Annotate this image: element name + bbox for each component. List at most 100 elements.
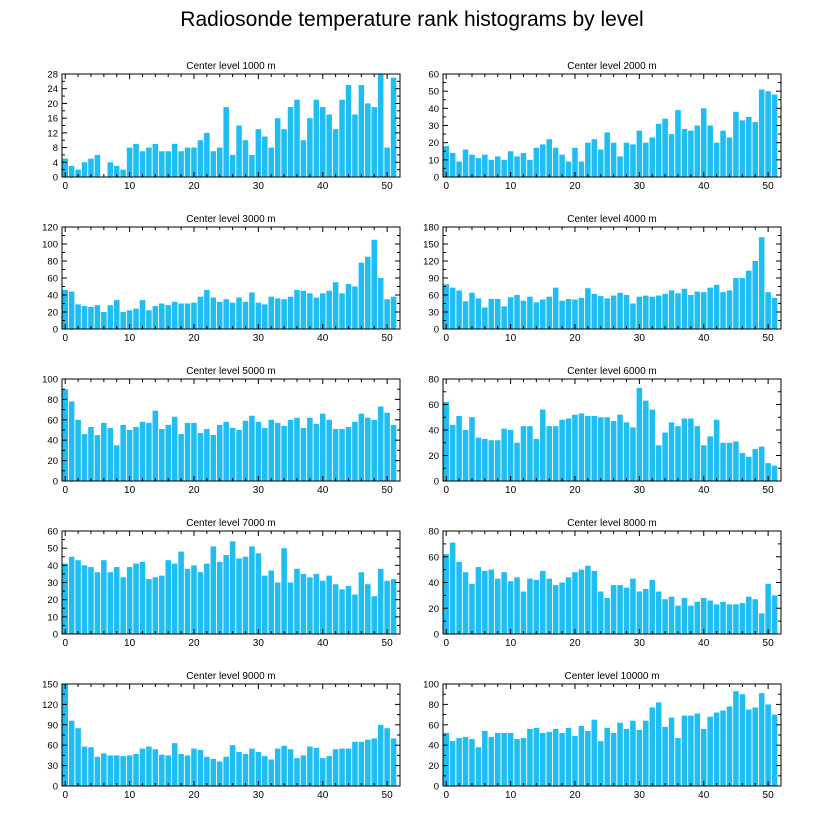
- y-tick-label: 10: [47, 612, 58, 623]
- histogram-bar: [377, 278, 384, 329]
- y-tick-label: 10: [428, 155, 439, 166]
- histogram-bar: [720, 601, 726, 634]
- histogram-bar: [520, 738, 527, 786]
- histogram-bar: [229, 154, 236, 177]
- histogram-bar: [184, 147, 191, 177]
- y-tick-label: 50: [428, 87, 439, 98]
- histogram-bar: [204, 428, 210, 481]
- histogram-bar: [623, 728, 630, 786]
- histogram-bar: [469, 417, 475, 481]
- histogram-bar: [191, 565, 197, 634]
- histogram-bar: [713, 604, 720, 634]
- histogram-bar: [649, 707, 656, 786]
- histogram-bar: [236, 297, 242, 329]
- histogram-bar: [688, 605, 694, 634]
- panel-title: Center level 2000 m: [567, 61, 657, 72]
- histogram-bar: [449, 287, 456, 329]
- histogram-bar: [113, 755, 120, 786]
- x-tick-label: 10: [124, 638, 136, 649]
- histogram-bar: [617, 156, 623, 177]
- histogram-bar: [75, 169, 81, 177]
- histogram-bar: [694, 426, 701, 481]
- histogram-bar: [700, 445, 707, 481]
- y-tick-label: 0: [434, 782, 439, 793]
- histogram-bar: [713, 142, 720, 177]
- histogram-bar: [191, 147, 197, 177]
- histogram-bar: [281, 299, 287, 329]
- histogram-bar: [236, 558, 242, 634]
- histogram-bar: [159, 754, 165, 786]
- y-tick-label: 40: [47, 436, 58, 447]
- histogram-bar: [610, 421, 617, 481]
- histogram-bar: [313, 573, 320, 634]
- x-tick-label: 40: [317, 485, 329, 496]
- panel-title: Center level 4000 m: [567, 214, 657, 225]
- histogram-bar: [746, 116, 752, 177]
- histogram-bar: [352, 421, 358, 481]
- histogram-bar: [62, 684, 68, 786]
- histogram-bar: [655, 591, 662, 634]
- x-tick-label: 40: [698, 485, 710, 496]
- histogram-bar: [319, 413, 326, 481]
- x-tick-label: 30: [253, 181, 265, 192]
- y-tick-label: 20: [47, 308, 58, 319]
- histogram-bar: [688, 418, 694, 481]
- histogram-bar: [507, 581, 514, 634]
- histogram-bar: [597, 741, 604, 786]
- histogram-bar: [229, 541, 236, 634]
- histogram-bar: [307, 293, 313, 329]
- histogram-bar: [81, 162, 88, 177]
- histogram-bar: [384, 412, 390, 481]
- panel-title: Center level 8000 m: [567, 518, 657, 529]
- histogram-bar: [126, 147, 133, 177]
- histogram-bar: [294, 99, 300, 177]
- y-tick-label: 60: [47, 274, 58, 285]
- histogram-bar: [456, 415, 462, 481]
- y-tick-label: 80: [47, 257, 58, 268]
- x-tick-label: 30: [253, 638, 265, 649]
- histogram-bar: [281, 745, 287, 786]
- x-tick-label: 10: [505, 485, 517, 496]
- histogram-bar: [81, 746, 88, 786]
- y-tick-label: 100: [423, 680, 439, 691]
- histogram-bar: [139, 151, 146, 177]
- histogram-bar: [456, 561, 462, 634]
- histogram-bar: [546, 426, 552, 481]
- x-tick-label: 10: [505, 333, 517, 344]
- histogram-bar: [707, 125, 713, 177]
- histogram-bar: [565, 418, 572, 481]
- x-tick-label: 50: [382, 790, 394, 801]
- y-tick-label: 40: [428, 426, 439, 437]
- histogram-panel-10: Center level 10000 m 0 10 20 30 40 50 0 20 40 60 80…: [423, 671, 782, 801]
- histogram-bar: [268, 759, 275, 786]
- histogram-bar: [501, 572, 507, 634]
- histogram-bar: [68, 720, 75, 786]
- histogram-bar: [765, 583, 771, 634]
- histogram-bar: [210, 297, 217, 329]
- y-tick-label: 40: [47, 291, 58, 302]
- histogram-bar: [352, 594, 358, 634]
- y-tick-label: 0: [434, 630, 439, 641]
- histogram-bar: [546, 296, 552, 329]
- histogram-bar: [390, 77, 397, 177]
- histogram-bar: [152, 143, 159, 177]
- histogram-bar: [191, 748, 197, 786]
- histogram-bar: [300, 427, 307, 481]
- histogram-bar: [204, 289, 210, 329]
- histogram-bar: [262, 756, 268, 786]
- x-tick-label: 40: [317, 181, 329, 192]
- histogram-bar: [604, 727, 610, 786]
- histogram-bar: [636, 296, 643, 329]
- histogram-bar: [62, 158, 68, 177]
- histogram-bar: [75, 728, 81, 786]
- x-tick-label: 0: [62, 485, 68, 496]
- histogram-bar: [533, 727, 540, 786]
- histogram-bar: [294, 568, 300, 634]
- histogram-bar: [520, 300, 527, 329]
- histogram-bar: [210, 151, 217, 177]
- histogram-bar: [326, 575, 332, 634]
- histogram-panel-5: Center level 5000 m 0 10 20 30 40 50 0 20 40 60 80 1…: [42, 366, 401, 496]
- histogram-bar: [274, 422, 281, 481]
- histogram-bar: [681, 715, 688, 786]
- histogram-bar: [610, 295, 617, 329]
